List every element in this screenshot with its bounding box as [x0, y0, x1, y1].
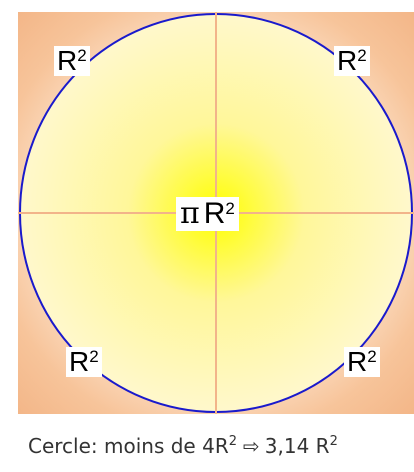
label-center: π R2: [176, 197, 239, 231]
outer-square: R2 R2 R2 R2 π R2: [18, 12, 414, 414]
label-base: R: [203, 197, 226, 230]
caption: Cercle: moins de 4R2 ⇨ 3,14 R2: [28, 426, 408, 466]
label-base: R: [337, 45, 358, 76]
pi-symbol: π: [180, 196, 200, 231]
label-bottom-right: R2: [344, 347, 380, 377]
label-exponent: 2: [357, 46, 367, 65]
label-exponent: 2: [77, 46, 87, 65]
label-base: R: [57, 45, 78, 76]
caption-exponent-1: 2: [228, 434, 237, 449]
right-arrow-icon: ⇨: [243, 434, 260, 458]
label-exponent: 2: [225, 199, 235, 218]
label-exponent: 2: [367, 347, 377, 366]
caption-prefix: Cercle: moins de 4R: [28, 434, 229, 458]
label-base: R: [347, 346, 368, 377]
label-bottom-left: R2: [66, 347, 102, 377]
label-top-right: R2: [334, 46, 370, 76]
label-base: R: [69, 346, 90, 377]
label-top-left: R2: [54, 46, 90, 76]
caption-value: 3,14 R: [264, 434, 330, 458]
label-exponent: 2: [89, 347, 99, 366]
caption-exponent-2: 2: [329, 434, 338, 449]
